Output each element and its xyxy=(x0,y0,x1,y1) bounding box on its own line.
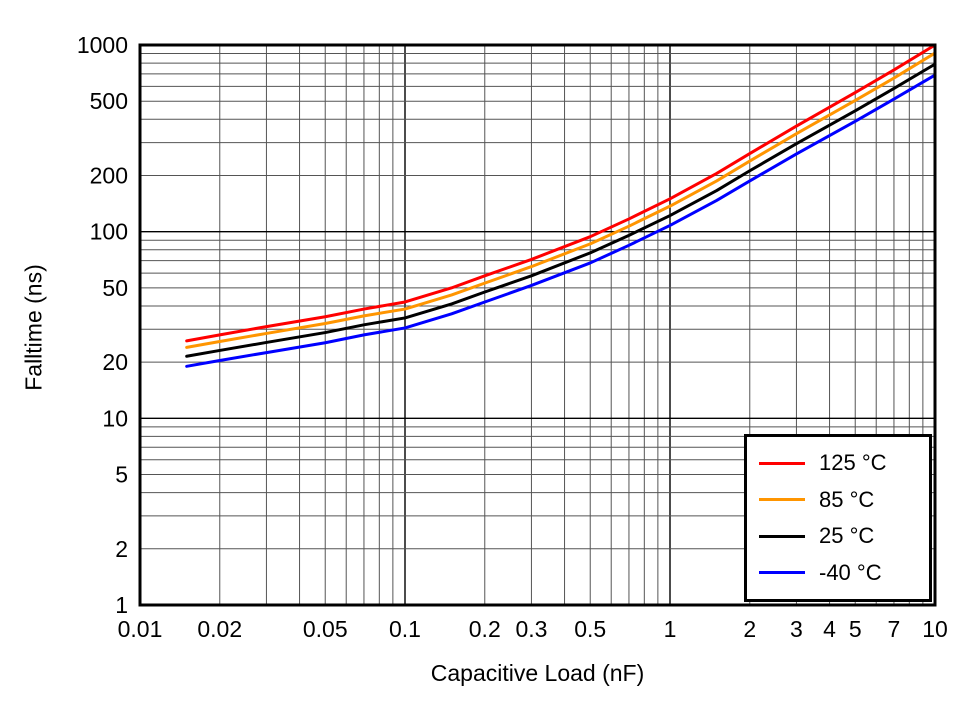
series-line-swatch xyxy=(759,534,805,538)
legend-label: 25 °C xyxy=(819,523,875,549)
x-axis-title: Capacitive Load (nF) xyxy=(430,660,645,686)
legend-entry-85c: 85 °C xyxy=(759,487,917,513)
svg-text:10: 10 xyxy=(102,405,128,431)
svg-text:5: 5 xyxy=(849,616,862,642)
svg-text:0.1: 0.1 xyxy=(389,616,421,642)
svg-text:10: 10 xyxy=(922,616,948,642)
svg-text:200: 200 xyxy=(90,162,128,188)
svg-text:500: 500 xyxy=(90,88,128,114)
svg-text:5: 5 xyxy=(115,462,128,488)
svg-text:0.02: 0.02 xyxy=(197,616,242,642)
svg-text:2: 2 xyxy=(743,616,756,642)
svg-text:0.05: 0.05 xyxy=(303,616,348,642)
y-axis-title: Falltime (ns) xyxy=(20,264,47,391)
legend-label: 85 °C xyxy=(819,486,875,512)
series-line-swatch xyxy=(759,571,805,575)
legend-label: 125 °C xyxy=(819,450,887,476)
svg-text:7: 7 xyxy=(888,616,901,642)
svg-text:3: 3 xyxy=(790,616,803,642)
svg-text:0.5: 0.5 xyxy=(574,616,606,642)
svg-text:1: 1 xyxy=(115,592,128,618)
svg-text:0.2: 0.2 xyxy=(469,616,501,642)
svg-text:4: 4 xyxy=(823,616,836,642)
svg-text:100: 100 xyxy=(90,219,128,245)
svg-text:0.01: 0.01 xyxy=(118,616,163,642)
svg-text:50: 50 xyxy=(102,275,128,301)
svg-text:0.3: 0.3 xyxy=(515,616,547,642)
legend-entry-minus40c: -40 °C xyxy=(759,560,917,586)
series-line-swatch xyxy=(759,461,805,465)
legend-entry-125c: 125 °C xyxy=(759,450,917,476)
legend-label: -40 °C xyxy=(819,559,882,585)
svg-text:1: 1 xyxy=(664,616,677,642)
svg-text:1000: 1000 xyxy=(77,32,128,58)
legend-entry-25c: 25 °C xyxy=(759,523,917,549)
svg-text:20: 20 xyxy=(102,349,128,375)
legend: 125 °C 85 °C 25 °C -40 °C xyxy=(744,434,932,602)
series-line-swatch xyxy=(759,498,805,502)
svg-text:2: 2 xyxy=(115,536,128,562)
